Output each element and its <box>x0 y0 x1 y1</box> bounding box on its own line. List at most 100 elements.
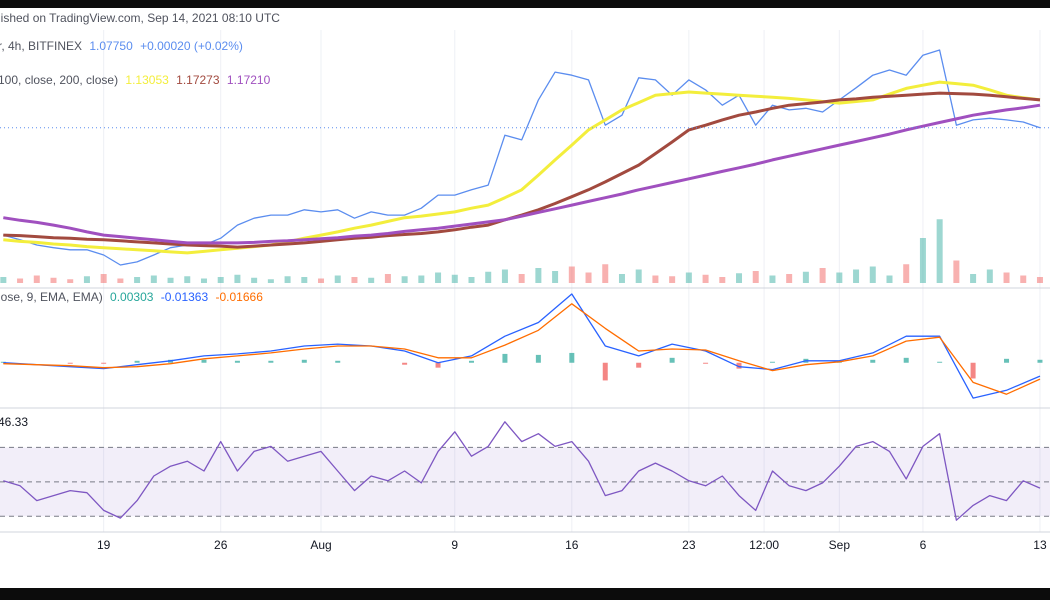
volume-bar <box>869 266 876 283</box>
volume-bar <box>451 274 458 283</box>
volume-bar <box>368 277 375 283</box>
volume-bar <box>267 279 274 283</box>
histogram-bar <box>502 353 508 363</box>
volume-bar <box>418 275 425 283</box>
volume-bar <box>50 277 57 283</box>
volume-bar <box>334 275 341 283</box>
volume-bar <box>802 271 809 283</box>
macd-value: -0.01666 <box>216 290 264 304</box>
histogram-bar <box>268 360 274 363</box>
volume-bar <box>769 275 776 283</box>
volume-bar <box>669 276 676 283</box>
macd-value: -0.01363 <box>161 290 209 304</box>
volume-bar <box>702 274 709 283</box>
volume-bar <box>435 272 442 283</box>
x-tick-label: 23 <box>682 538 696 552</box>
volume-bar <box>602 264 609 283</box>
volume-bar <box>83 276 90 283</box>
volume-bar <box>501 269 508 283</box>
histogram-bar <box>569 352 575 363</box>
histogram-bar <box>736 362 742 369</box>
volume-bar <box>819 268 826 283</box>
histogram-bar <box>201 359 207 363</box>
volume-bar <box>234 274 241 283</box>
volume-bar <box>351 277 358 283</box>
histogram-bar <box>602 362 608 381</box>
volume-bar <box>585 272 592 283</box>
volume-bar <box>953 260 960 283</box>
x-tick-label: Sep <box>829 538 851 552</box>
volume-bar <box>167 277 174 283</box>
volume-bar <box>0 277 7 283</box>
histogram-bar <box>101 362 107 364</box>
volume-bar <box>736 273 743 283</box>
ma-value: 1.13053 <box>125 73 169 87</box>
volume-bar <box>284 276 291 283</box>
x-tick-label: 9 <box>451 538 458 552</box>
grid <box>103 30 1041 532</box>
volume-bar <box>251 277 258 283</box>
volume-bar <box>836 272 843 283</box>
volume-bar <box>853 269 860 283</box>
histogram-bar <box>636 362 642 368</box>
volume-bar <box>33 275 40 283</box>
price-change: +0.00020 (+0.02%) <box>140 39 243 53</box>
histogram-bar <box>669 357 675 363</box>
ma-settings: 100, close, 200, close) <box>0 73 118 87</box>
volume-bar <box>318 278 325 283</box>
symbol-legend: r, 4h, BITFINEX 1.07750 +0.00020 (+0.02%… <box>0 39 243 53</box>
volume-bar <box>518 274 525 283</box>
published-note: lished on TradingView.com, Sep 14, 2021 … <box>0 11 280 25</box>
series-line <box>3 80 1041 255</box>
symbol: r, 4h, BITFINEX <box>0 39 82 53</box>
x-tick-label: 16 <box>565 538 579 552</box>
rsi-legend: 46.33 <box>0 415 28 429</box>
volume-bar <box>535 268 542 283</box>
top-bar <box>0 0 1050 8</box>
x-tick-label: 13 <box>1033 538 1047 552</box>
volume-bar <box>568 266 575 283</box>
histogram-bar <box>134 360 140 363</box>
volume-bar <box>719 277 726 283</box>
volume-bar <box>134 277 141 283</box>
histogram-bar <box>234 360 240 363</box>
x-tick-label: 19 <box>97 538 111 552</box>
volume-bar <box>485 271 492 283</box>
histogram-bar <box>402 362 408 365</box>
plots <box>0 49 1050 521</box>
series-line <box>3 49 1041 266</box>
series-line <box>3 91 1041 249</box>
series-line <box>3 421 1041 521</box>
bottom-bar <box>0 588 1050 600</box>
macd-settings: lose, 9, EMA, EMA) <box>0 290 103 304</box>
volume-bar <box>752 271 759 283</box>
x-tick-label: Aug <box>310 538 331 552</box>
series-line <box>3 303 1041 395</box>
volume-bar <box>67 279 74 283</box>
histogram-bar <box>769 361 775 363</box>
volume-bar <box>100 274 107 283</box>
volume-bar <box>936 219 943 283</box>
volume-bar <box>1003 272 1010 283</box>
volume-bar <box>301 277 308 283</box>
volume-bar <box>635 269 642 283</box>
histogram-bar <box>301 359 307 363</box>
volume-bar <box>384 274 391 283</box>
volume-bar <box>217 277 224 283</box>
volume-bar <box>552 271 559 283</box>
volume-bar <box>986 269 993 283</box>
histogram-bar <box>870 359 876 363</box>
volume-bar <box>200 278 207 283</box>
macd-value: 0.00303 <box>110 290 154 304</box>
ma-value: 1.17210 <box>227 73 271 87</box>
histogram-bar <box>937 361 943 363</box>
histogram-bar <box>335 360 341 363</box>
histogram-bar <box>67 362 73 364</box>
histogram-bar <box>1037 359 1043 363</box>
histogram-bar <box>535 354 541 363</box>
volume-bar <box>1036 277 1043 283</box>
volume-bar <box>786 274 793 283</box>
volume-bar <box>618 274 625 283</box>
histogram-bar <box>1004 358 1010 363</box>
